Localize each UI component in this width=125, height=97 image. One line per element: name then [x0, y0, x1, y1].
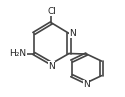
Text: Cl: Cl: [47, 7, 56, 16]
Text: N: N: [69, 29, 76, 38]
Text: N: N: [48, 62, 55, 71]
Text: N: N: [83, 80, 90, 89]
Text: H₂N: H₂N: [9, 49, 26, 58]
